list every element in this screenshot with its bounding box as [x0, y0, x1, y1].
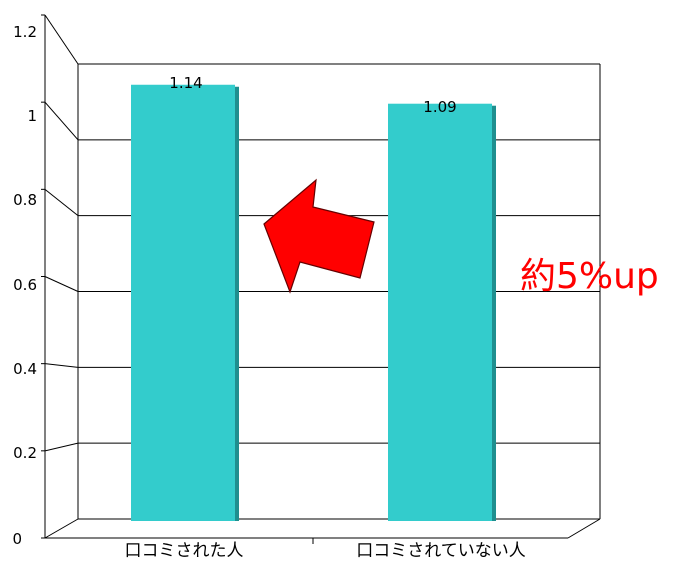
data-label-layer: 1.14 1.09 [169, 74, 456, 116]
gridline-connector [44, 518, 79, 539]
gridline-connector [44, 442, 79, 452]
axis-layer [41, 14, 601, 544]
bar-side [235, 86, 239, 521]
bar [131, 84, 235, 521]
y-tick-label: 0.6 [13, 276, 37, 294]
bar-value-label: 1.14 [169, 74, 202, 92]
x-category-label: 口コミされていない人 [356, 541, 526, 561]
bar-side [492, 105, 496, 521]
increase-annotation: 約5%up [520, 256, 659, 297]
y-tick-label: 0.2 [13, 444, 37, 462]
gridline-connector [44, 101, 79, 141]
gridline-connector [44, 14, 79, 65]
x-category-label: 口コミされた人 [125, 541, 244, 561]
bar [388, 103, 492, 521]
red-arrow-annotation [263, 178, 375, 294]
y-tick-label: 0.4 [13, 360, 37, 378]
gridline-connector [44, 276, 79, 292]
y-tick-label: 1.2 [13, 23, 37, 41]
gridline-connector [44, 363, 79, 368]
y-tick-label: 0 [12, 530, 22, 548]
bar-value-label: 1.09 [423, 98, 456, 116]
gridline-connector [44, 188, 79, 217]
category-layer: 口コミされた人 口コミされていない人 [125, 541, 526, 561]
grid-layer [44, 14, 601, 539]
y-tick-label: 1 [27, 107, 37, 125]
bar-layer [131, 84, 496, 521]
floor-right-edge [567, 518, 601, 539]
tick-layer: 0 0.2 0.4 0.6 0.8 1 1.2 [12, 23, 37, 548]
y-tick-label: 0.8 [13, 191, 37, 209]
